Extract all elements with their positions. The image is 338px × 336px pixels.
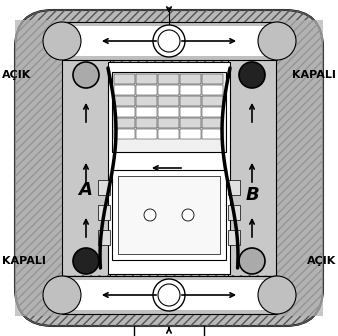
Circle shape [73,248,99,274]
Bar [180,118,201,128]
Bar [112,72,226,152]
Bar [180,74,201,84]
Bar [136,96,157,106]
Bar [158,107,179,117]
Bar [202,85,223,95]
Text: KAPALI: KAPALI [2,256,46,266]
Circle shape [43,22,81,60]
Circle shape [158,30,180,52]
Bar [180,96,201,106]
Bar [136,118,157,128]
Bar [136,85,157,95]
Bar [136,74,157,84]
Bar [62,22,277,60]
Text: KAPALI: KAPALI [292,70,336,80]
Bar [180,107,201,117]
Bar [108,62,230,274]
Bar [114,96,135,106]
Bar [66,280,273,310]
Text: AÇIK: AÇIK [2,70,31,80]
Circle shape [153,25,185,57]
Bar [202,107,223,117]
Bar [180,85,201,95]
Bar [202,96,223,106]
Bar [180,129,201,139]
Bar [114,129,135,139]
Bar [114,107,135,117]
Bar [98,230,110,245]
Bar [114,85,135,95]
Circle shape [153,279,185,311]
Bar [114,74,135,84]
Bar [202,129,223,139]
Text: A: A [78,181,92,199]
FancyBboxPatch shape [15,10,323,326]
Bar [136,129,157,139]
Circle shape [182,209,194,221]
Bar [62,60,110,275]
Circle shape [43,276,81,314]
Circle shape [258,276,296,314]
Bar [202,118,223,128]
Circle shape [239,62,265,88]
Bar [66,26,273,56]
Bar [112,170,226,260]
Circle shape [73,62,99,88]
Bar [118,176,220,254]
Bar [228,230,240,245]
Bar [98,205,110,220]
Bar [158,118,179,128]
Bar [98,180,110,195]
Bar [158,74,179,84]
Circle shape [158,284,180,306]
Bar [228,205,240,220]
Circle shape [239,248,265,274]
Bar [228,60,276,275]
Text: B: B [246,186,260,204]
Bar [15,20,75,316]
Bar [114,118,135,128]
Bar [158,129,179,139]
Bar [62,276,277,314]
Circle shape [144,209,156,221]
Bar [158,96,179,106]
Bar [158,85,179,95]
Circle shape [258,22,296,60]
Bar [263,20,323,316]
Bar [136,107,157,117]
Bar [202,74,223,84]
Text: AÇIK: AÇIK [307,256,336,266]
Bar [228,180,240,195]
